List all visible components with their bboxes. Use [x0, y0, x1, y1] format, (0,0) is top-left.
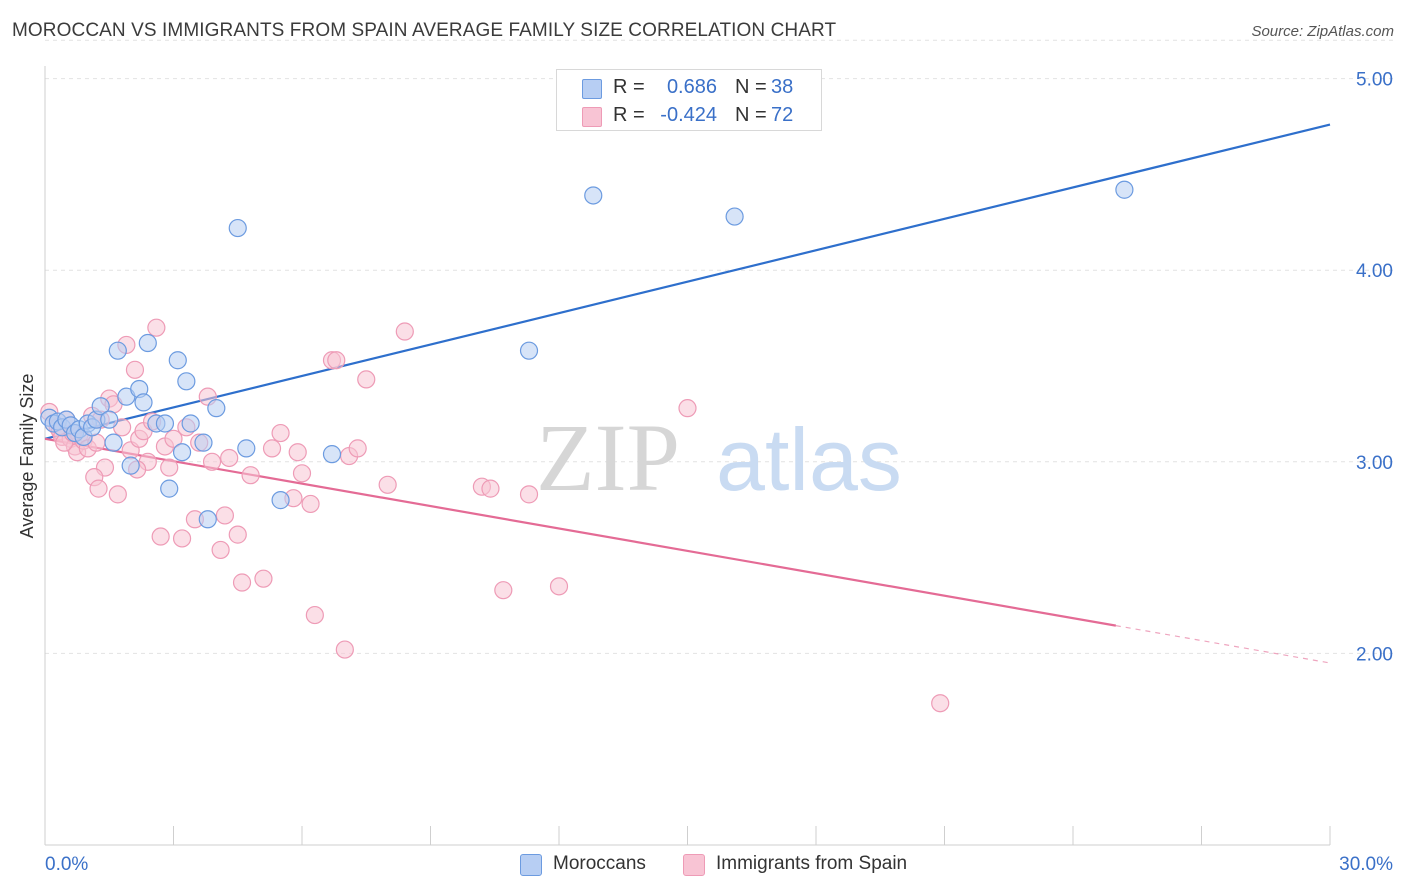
point-spain	[108, 485, 127, 504]
point-moroccans	[194, 433, 213, 452]
point-spain	[241, 466, 260, 485]
point-spain	[335, 640, 354, 659]
point-spain	[202, 452, 222, 471]
point-spain	[89, 479, 108, 498]
bottom-legend: Moroccans Immigrants from Spain	[0, 852, 1406, 880]
watermark-atlas: atlas	[716, 410, 902, 509]
legend-n-value: 72	[771, 104, 794, 126]
trend-lines	[44, 123, 1331, 664]
point-moroccans	[1115, 180, 1134, 199]
y-tick-label: 2.00	[1356, 644, 1393, 665]
point-spain	[262, 439, 282, 458]
point-moroccans	[207, 399, 226, 418]
point-spain	[301, 494, 320, 514]
point-moroccans	[104, 433, 123, 452]
point-spain	[288, 443, 307, 462]
y-tick-label: 4.00	[1356, 261, 1393, 282]
point-moroccans	[181, 414, 200, 433]
point-moroccans	[725, 207, 744, 226]
point-spain	[125, 360, 145, 379]
legend-swatch-pink	[582, 107, 602, 127]
chart-title: MOROCCAN VS IMMIGRANTS FROM SPAIN AVERAG…	[12, 20, 837, 41]
legend-r-label: R =	[613, 76, 645, 98]
point-spain	[172, 529, 192, 548]
point-moroccans	[271, 491, 290, 510]
point-moroccans	[237, 439, 256, 458]
point-spain	[271, 423, 290, 443]
axes	[44, 66, 1331, 846]
legend-row-moroccans: R = 0.686 N = 38	[557, 73, 821, 101]
data-points	[40, 180, 1134, 713]
tick-labels: 2.00 3.00 4.00 5.00 0.0% 30.0%	[45, 70, 1393, 875]
point-moroccans	[134, 393, 153, 412]
point-moroccans	[228, 218, 247, 238]
trendline-moroccans	[44, 123, 1331, 440]
legend-n-value: 38	[771, 76, 794, 98]
x-tick-label: 0.0%	[45, 854, 88, 875]
point-spain	[395, 322, 414, 341]
point-spain	[931, 694, 950, 713]
bottom-legend-label: Moroccans	[553, 853, 646, 874]
point-moroccans	[168, 351, 187, 370]
point-spain	[519, 485, 539, 504]
y-tick-label: 3.00	[1356, 453, 1393, 474]
point-moroccans	[108, 341, 127, 360]
y-tick-label: 5.00	[1356, 70, 1393, 91]
point-moroccans	[584, 186, 603, 205]
x-tick-label: 30.0%	[1339, 854, 1393, 875]
source-label: Source: ZipAtlas.com	[1251, 23, 1394, 40]
point-moroccans	[198, 510, 217, 529]
legend-row-spain: R = -0.424 N = 72	[557, 101, 821, 129]
y-axis-label: Average Family Size	[17, 374, 37, 539]
point-spain	[494, 581, 513, 600]
grid-lines	[45, 39, 1395, 654]
point-spain	[147, 318, 166, 337]
legend-swatch-pink	[683, 854, 705, 876]
point-moroccans	[121, 456, 140, 475]
point-spain	[220, 448, 239, 468]
legend-n-label: N =	[735, 76, 767, 98]
point-moroccans	[519, 341, 539, 360]
watermark: ZIP atlas	[536, 404, 902, 511]
point-spain	[549, 577, 569, 596]
watermark-zip: ZIP	[536, 404, 680, 511]
point-moroccans	[160, 479, 179, 498]
point-spain	[327, 351, 346, 370]
legend-swatch-blue	[582, 79, 602, 99]
point-spain	[348, 439, 367, 458]
legend-r-value: 0.686	[666, 76, 717, 98]
legend-r-value: -0.424	[660, 104, 717, 126]
point-spain	[254, 569, 273, 588]
point-spain	[378, 475, 397, 494]
point-spain	[211, 540, 230, 560]
point-spain	[215, 506, 234, 525]
point-moroccans	[322, 445, 342, 464]
point-spain	[305, 605, 324, 625]
point-moroccans	[155, 414, 175, 433]
point-spain	[481, 479, 500, 498]
point-moroccans	[138, 333, 157, 353]
point-spain	[357, 370, 376, 389]
point-spain	[164, 429, 183, 448]
point-spain	[678, 399, 697, 418]
legend-r-label: R =	[613, 104, 645, 126]
bottom-legend-label: Immigrants from Spain	[716, 853, 908, 874]
point-moroccans	[172, 443, 192, 462]
legend: R = 0.686 N = 38 R = -0.424 N = 72	[556, 69, 822, 131]
point-moroccans	[100, 410, 119, 429]
point-spain	[292, 464, 312, 483]
point-spain	[232, 573, 252, 592]
point-spain	[228, 525, 247, 544]
point-spain	[160, 458, 179, 477]
point-spain	[151, 527, 170, 546]
legend-n-label: N =	[735, 104, 767, 126]
point-moroccans	[177, 372, 196, 391]
legend-swatch-blue	[520, 854, 542, 876]
point-moroccans	[91, 397, 110, 416]
trendline-spain	[44, 437, 1117, 627]
trendline-extension-spain	[1115, 625, 1331, 664]
